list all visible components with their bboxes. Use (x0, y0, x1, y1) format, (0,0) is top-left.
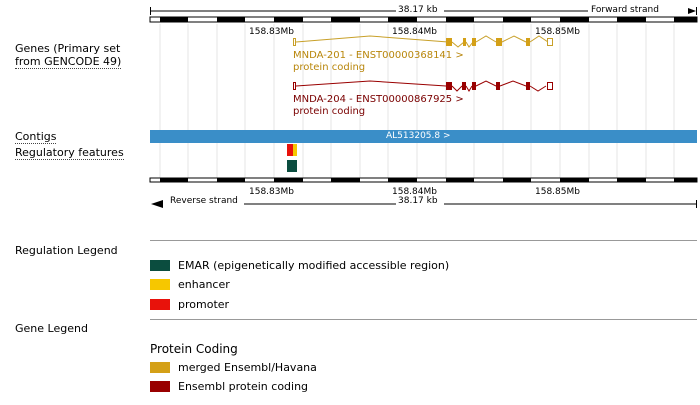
ensembl-swatch (150, 381, 170, 392)
top-tick-label: 158.85Mb (535, 27, 580, 37)
transcript-1-name: MNDA-201 - ENST00000368141 > (293, 50, 464, 61)
reverse-strand-label: Reverse strand (170, 196, 238, 206)
regulatory-features (287, 144, 297, 172)
transcript-1-biotype: protein coding (293, 62, 366, 73)
bottom-tick-label: 158.85Mb (535, 187, 580, 197)
top-scale-bar (149, 16, 698, 23)
transcript-2-name: MNDA-204 - ENST00000867925 > (293, 94, 464, 105)
top-tick-label: 158.84Mb (392, 27, 437, 37)
top-length-bar (150, 7, 697, 15)
genes-track-label[interactable]: Genes (Primary set from GENCODE 49) (15, 42, 122, 69)
regulatory-track-label[interactable]: Regulatory features (15, 146, 124, 160)
bottom-length-bar (244, 200, 697, 208)
bottom-kb-label: 38.17 kb (398, 196, 438, 206)
contig-label[interactable]: AL513205.8 > (386, 131, 451, 141)
reverse-arrow (151, 200, 163, 208)
emar-swatch (150, 260, 170, 271)
transcript-mnda-204-exons (446, 82, 530, 90)
transcript-1-label[interactable]: MNDA-201 - ENST00000368141 > protein cod… (293, 50, 464, 74)
merged-swatch (150, 362, 170, 373)
legend-item-label: EMAR (epigenetically modified accessible… (178, 259, 450, 272)
legend-item-label: enhancer (178, 278, 230, 291)
transcript-2-biotype: protein coding (293, 106, 366, 117)
bottom-scale-bar (149, 177, 698, 183)
top-kb-label: 38.17 kb (398, 5, 438, 15)
promoter-swatch (150, 299, 170, 310)
genes-track-label-line2: from GENCODE 49) (15, 55, 122, 69)
transcript-mnda-201-exons (446, 38, 530, 46)
forward-strand-label: Forward strand (591, 5, 659, 15)
gene-legend-title: Gene Legend (15, 322, 88, 335)
transcript-mnda-204 (293, 80, 553, 92)
transcript-mnda-201 (293, 35, 553, 48)
transcript-2-label[interactable]: MNDA-204 - ENST00000867925 > protein cod… (293, 94, 464, 118)
legend-item-label: Ensembl protein coding (178, 380, 309, 393)
contig-bar (150, 130, 697, 143)
legend-item-label: merged Ensembl/Havana (178, 361, 317, 374)
forward-arrow (688, 8, 696, 14)
gridlines (159, 24, 675, 178)
bottom-tick-label: 158.83Mb (249, 187, 294, 197)
enhancer-swatch (150, 279, 170, 290)
regulation-legend-title: Regulation Legend (15, 244, 118, 257)
genes-track-label-line1: Genes (Primary set (15, 42, 121, 55)
legend-item-label: promoter (178, 298, 230, 311)
top-tick-label: 158.83Mb (249, 27, 294, 37)
contigs-track-label[interactable]: Contigs (15, 130, 57, 144)
gene-legend-subtitle: Protein Coding (150, 342, 238, 356)
bottom-tick-label: 158.84Mb (392, 187, 437, 197)
